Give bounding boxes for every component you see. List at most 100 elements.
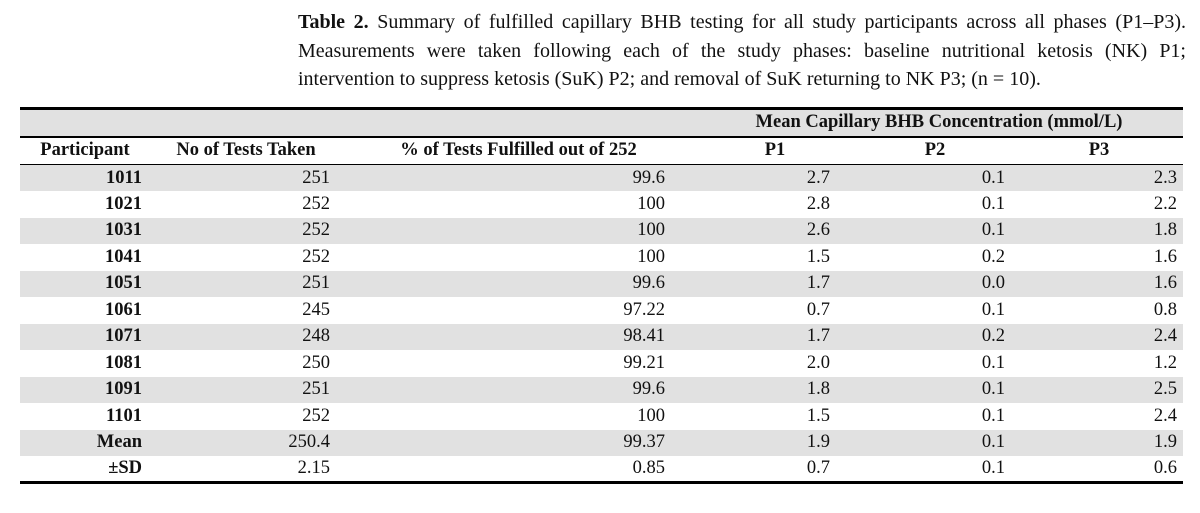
table-row: 1101 252 100 1.5 0.1 2.4 (20, 403, 1184, 430)
cell-p2: 0.1 (981, 458, 1005, 478)
cell-p1: 0.7 (806, 299, 830, 320)
cell-p1: 2.0 (806, 352, 830, 373)
cell-p1: 0.7 (806, 458, 830, 478)
cell-participant: ±SD (108, 458, 142, 478)
cell-p2: 0.2 (981, 246, 1005, 267)
cell-tests-taken: 248 (302, 326, 330, 347)
cell-p1: 2.7 (806, 167, 830, 188)
cell-participant: 1091 (105, 379, 142, 400)
cell-p2: 0.1 (981, 193, 1005, 214)
cell-tests-taken: 245 (302, 299, 330, 320)
cell-p3: 2.4 (1153, 405, 1178, 426)
cell-p2: 0.2 (981, 326, 1005, 347)
cell-p1: 1.9 (806, 432, 830, 453)
table-row: 1081 250 99.21 2.0 0.1 1.2 (20, 350, 1184, 377)
cell-p2: 0.1 (981, 405, 1005, 426)
group-header-spacer (20, 108, 695, 138)
cell-p1: 2.8 (806, 193, 830, 214)
cell-pct-fulfilled: 99.6 (632, 273, 665, 294)
cell-p2: 0.1 (981, 379, 1005, 400)
cell-p3: 1.6 (1153, 273, 1178, 294)
cell-p1: 1.8 (806, 379, 830, 400)
table-row: 1071 248 98.41 1.7 0.2 2.4 (20, 323, 1184, 350)
cell-tests-taken: 2.15 (297, 458, 330, 478)
cell-p1: 2.6 (806, 220, 830, 241)
cell-tests-taken: 252 (302, 246, 330, 267)
cell-tests-taken: 250 (302, 352, 330, 373)
cell-p3: 1.9 (1153, 432, 1178, 453)
cell-p3: 1.2 (1153, 352, 1178, 373)
cell-pct-fulfilled: 99.21 (623, 352, 665, 373)
cell-p3: 2.2 (1153, 193, 1178, 214)
cell-p3: 0.6 (1153, 458, 1178, 478)
cell-p3: 2.5 (1153, 379, 1178, 400)
table-row: 1021 252 100 2.8 0.1 2.2 (20, 191, 1184, 218)
cell-tests-taken: 252 (302, 405, 330, 426)
cell-participant: 1051 (105, 273, 142, 294)
cell-participant: Mean (96, 432, 142, 453)
cell-participant: 1011 (106, 167, 142, 188)
cell-pct-fulfilled: 99.6 (632, 379, 665, 400)
cell-pct-fulfilled: 100 (637, 246, 665, 267)
cell-pct-fulfilled: 0.85 (632, 458, 665, 478)
cell-participant: 1061 (105, 299, 142, 320)
column-header-p3: P3 (1015, 136, 1184, 165)
data-table-wrapper: Mean Capillary BHB Concentration (mmol/L… (20, 107, 1184, 484)
table-row: 1011 251 99.6 2.7 0.1 2.3 (20, 164, 1184, 191)
cell-pct-fulfilled: 100 (637, 405, 665, 426)
cell-pct-fulfilled: 100 (637, 220, 665, 241)
cell-p2: 0.1 (981, 432, 1005, 453)
table-row: 1041 252 100 1.5 0.2 1.6 (20, 244, 1184, 271)
cell-participant: 1021 (105, 193, 142, 214)
table-row-mean: Mean 250.4 99.37 1.9 0.1 1.9 (20, 429, 1184, 456)
cell-p2: 0.1 (981, 220, 1005, 241)
cell-pct-fulfilled: 99.37 (623, 432, 665, 453)
column-header-p2: P2 (855, 136, 1015, 165)
cell-tests-taken: 250.4 (288, 432, 330, 453)
cell-p1: 1.7 (806, 273, 830, 294)
cell-pct-fulfilled: 99.6 (632, 167, 665, 188)
cell-pct-fulfilled: 97.22 (623, 299, 665, 320)
column-header-pct-fulfilled: % of Tests Fulfilled out of 252 (342, 136, 695, 165)
column-header-participant: Participant (20, 136, 150, 165)
table-row-sd: ±SD 2.15 0.85 0.7 0.1 0.6 (20, 456, 1184, 483)
cell-pct-fulfilled: 100 (637, 193, 665, 214)
cell-p1: 1.7 (806, 326, 830, 347)
cell-tests-taken: 251 (302, 273, 330, 294)
cell-participant: 1071 (105, 326, 142, 347)
cell-participant: 1081 (105, 352, 142, 373)
cell-p1: 1.5 (806, 246, 830, 267)
cell-pct-fulfilled: 98.41 (623, 326, 665, 347)
cell-p3: 1.6 (1153, 246, 1178, 267)
cell-tests-taken: 252 (302, 193, 330, 214)
bhb-summary-table: Mean Capillary BHB Concentration (mmol/L… (20, 107, 1184, 484)
table-caption-label: Table 2. (298, 11, 369, 33)
cell-participant: 1031 (105, 220, 142, 241)
cell-participant: 1101 (106, 405, 142, 426)
cell-tests-taken: 251 (302, 167, 330, 188)
cell-p2: 0.0 (981, 273, 1005, 294)
cell-p2: 0.1 (981, 299, 1005, 320)
table-caption-text: Summary of fulfilled capillary BHB testi… (298, 11, 1186, 90)
table-row: 1061 245 97.22 0.7 0.1 0.8 (20, 297, 1184, 324)
table-row: 1091 251 99.6 1.8 0.1 2.5 (20, 376, 1184, 403)
column-header-row: Participant No of Tests Taken % of Tests… (20, 136, 1184, 165)
cell-p3: 0.8 (1153, 299, 1178, 320)
cell-participant: 1041 (105, 246, 142, 267)
table-caption: Table 2. Summary of fulfilled capillary … (298, 8, 1186, 94)
cell-p1: 1.5 (806, 405, 830, 426)
group-header-row: Mean Capillary BHB Concentration (mmol/L… (20, 108, 1184, 138)
cell-p2: 0.1 (981, 167, 1005, 188)
cell-tests-taken: 252 (302, 220, 330, 241)
cell-tests-taken: 251 (302, 379, 330, 400)
cell-p3: 1.8 (1153, 220, 1178, 241)
cell-p3: 2.4 (1153, 326, 1178, 347)
table-row: 1051 251 99.6 1.7 0.0 1.6 (20, 270, 1184, 297)
column-header-p1: P1 (695, 136, 855, 165)
cell-p2: 0.1 (981, 352, 1005, 373)
column-header-tests-taken: No of Tests Taken (150, 136, 342, 165)
cell-p3: 2.3 (1153, 167, 1178, 188)
table-row: 1031 252 100 2.6 0.1 1.8 (20, 217, 1184, 244)
group-header-cell: Mean Capillary BHB Concentration (mmol/L… (695, 108, 1184, 138)
